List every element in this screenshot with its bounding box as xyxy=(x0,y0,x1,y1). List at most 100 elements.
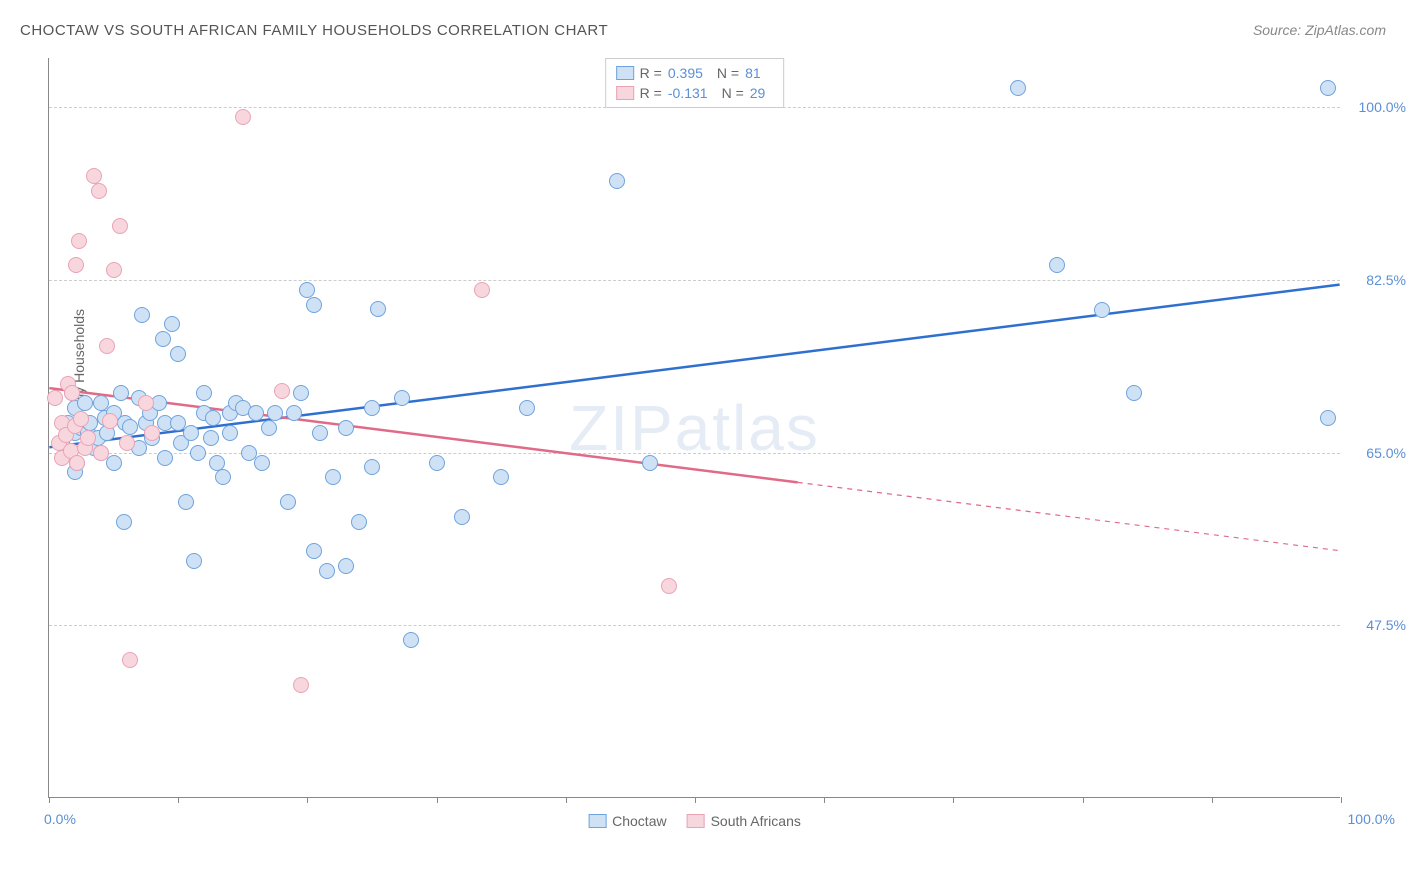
choctaw-point xyxy=(280,494,296,510)
legend-item: South Africans xyxy=(687,813,801,829)
choctaw-point xyxy=(248,405,264,421)
south_africans-point xyxy=(235,109,251,125)
choctaw-point xyxy=(312,425,328,441)
choctaw-point xyxy=(1010,80,1026,96)
south_africans-point xyxy=(661,578,677,594)
south_africans-point xyxy=(71,233,87,249)
chart-source: Source: ZipAtlas.com xyxy=(1253,22,1386,38)
choctaw-point xyxy=(209,455,225,471)
n-label: N = xyxy=(717,65,739,81)
choctaw-point xyxy=(261,420,277,436)
south_africans-point xyxy=(102,413,118,429)
choctaw-point xyxy=(493,469,509,485)
choctaw-point xyxy=(254,455,270,471)
choctaw-point xyxy=(267,405,283,421)
choctaw-point xyxy=(370,301,386,317)
choctaw-point xyxy=(155,331,171,347)
choctaw-point xyxy=(306,543,322,559)
choctaw-regression-line xyxy=(49,285,1339,448)
south_africans-point xyxy=(47,390,63,406)
south_africans-point xyxy=(106,262,122,278)
choctaw-point xyxy=(1320,80,1336,96)
choctaw-point xyxy=(222,425,238,441)
x-tick xyxy=(566,797,567,803)
south_africans-point xyxy=(68,257,84,273)
choctaw-point xyxy=(299,282,315,298)
choctaw-point xyxy=(1094,302,1110,318)
choctaw-point xyxy=(325,469,341,485)
south_africans-point xyxy=(73,411,89,427)
south_africans-point xyxy=(138,395,154,411)
x-tick xyxy=(307,797,308,803)
plot-area: ZIPatlas Family Households 47.5%65.0%82.… xyxy=(48,58,1340,798)
south_africans-point xyxy=(69,455,85,471)
choctaw-point xyxy=(429,455,445,471)
regression-lines xyxy=(49,58,1340,797)
choctaw-point xyxy=(338,558,354,574)
y-tick-label: 65.0% xyxy=(1366,445,1406,461)
choctaw-point xyxy=(319,563,335,579)
correlation-row: R =0.395N =81 xyxy=(616,63,774,83)
r-value: -0.131 xyxy=(668,85,708,101)
choctaw-point xyxy=(170,346,186,362)
south_africans-point xyxy=(119,435,135,451)
x-axis-label-left: 0.0% xyxy=(44,811,76,827)
r-label: R = xyxy=(640,65,662,81)
legend-swatch xyxy=(616,66,634,80)
choctaw-point xyxy=(1126,385,1142,401)
legend-swatch xyxy=(687,814,705,828)
choctaw-point xyxy=(122,419,138,435)
choctaw-point xyxy=(106,455,122,471)
choctaw-point xyxy=(642,455,658,471)
correlation-box: R =0.395N =81R =-0.131N =29 xyxy=(605,58,785,108)
south_africans-point xyxy=(86,168,102,184)
chart-title: CHOCTAW VS SOUTH AFRICAN FAMILY HOUSEHOL… xyxy=(20,22,608,39)
south_africans-point xyxy=(80,430,96,446)
n-value: 29 xyxy=(750,85,766,101)
legend-label: South Africans xyxy=(711,813,801,829)
choctaw-point xyxy=(364,400,380,416)
x-axis-label-right: 100.0% xyxy=(1348,811,1395,827)
grid-line xyxy=(49,280,1340,281)
choctaw-point xyxy=(190,445,206,461)
south_africans-point xyxy=(274,383,290,399)
n-label: N = xyxy=(722,85,744,101)
x-tick xyxy=(437,797,438,803)
legend-swatch xyxy=(616,86,634,100)
choctaw-point xyxy=(454,509,470,525)
choctaw-point xyxy=(205,410,221,426)
x-tick xyxy=(178,797,179,803)
choctaw-point xyxy=(519,400,535,416)
south_africans-point xyxy=(474,282,490,298)
legend-label: Choctaw xyxy=(612,813,666,829)
x-tick xyxy=(1212,797,1213,803)
south_africans-point xyxy=(112,218,128,234)
r-label: R = xyxy=(640,85,662,101)
choctaw-point xyxy=(215,469,231,485)
x-tick xyxy=(695,797,696,803)
y-tick-label: 82.5% xyxy=(1366,272,1406,288)
x-tick xyxy=(1341,797,1342,803)
y-tick-label: 100.0% xyxy=(1359,99,1406,115)
choctaw-point xyxy=(286,405,302,421)
x-tick xyxy=(1083,797,1084,803)
x-tick xyxy=(824,797,825,803)
legend-item: Choctaw xyxy=(588,813,666,829)
south_africans-point xyxy=(122,652,138,668)
chart-container: CHOCTAW VS SOUTH AFRICAN FAMILY HOUSEHOL… xyxy=(0,0,1406,892)
choctaw-point xyxy=(1049,257,1065,273)
choctaw-point xyxy=(183,425,199,441)
south_africans-point xyxy=(91,183,107,199)
choctaw-point xyxy=(178,494,194,510)
choctaw-point xyxy=(186,553,202,569)
choctaw-point xyxy=(293,385,309,401)
choctaw-point xyxy=(351,514,367,530)
choctaw-point xyxy=(113,385,129,401)
choctaw-point xyxy=(394,390,410,406)
choctaw-point xyxy=(403,632,419,648)
x-tick xyxy=(953,797,954,803)
choctaw-point xyxy=(164,316,180,332)
south_africans-point xyxy=(93,445,109,461)
south_africans-regression-line-extrapolated xyxy=(798,482,1340,550)
choctaw-point xyxy=(196,385,212,401)
